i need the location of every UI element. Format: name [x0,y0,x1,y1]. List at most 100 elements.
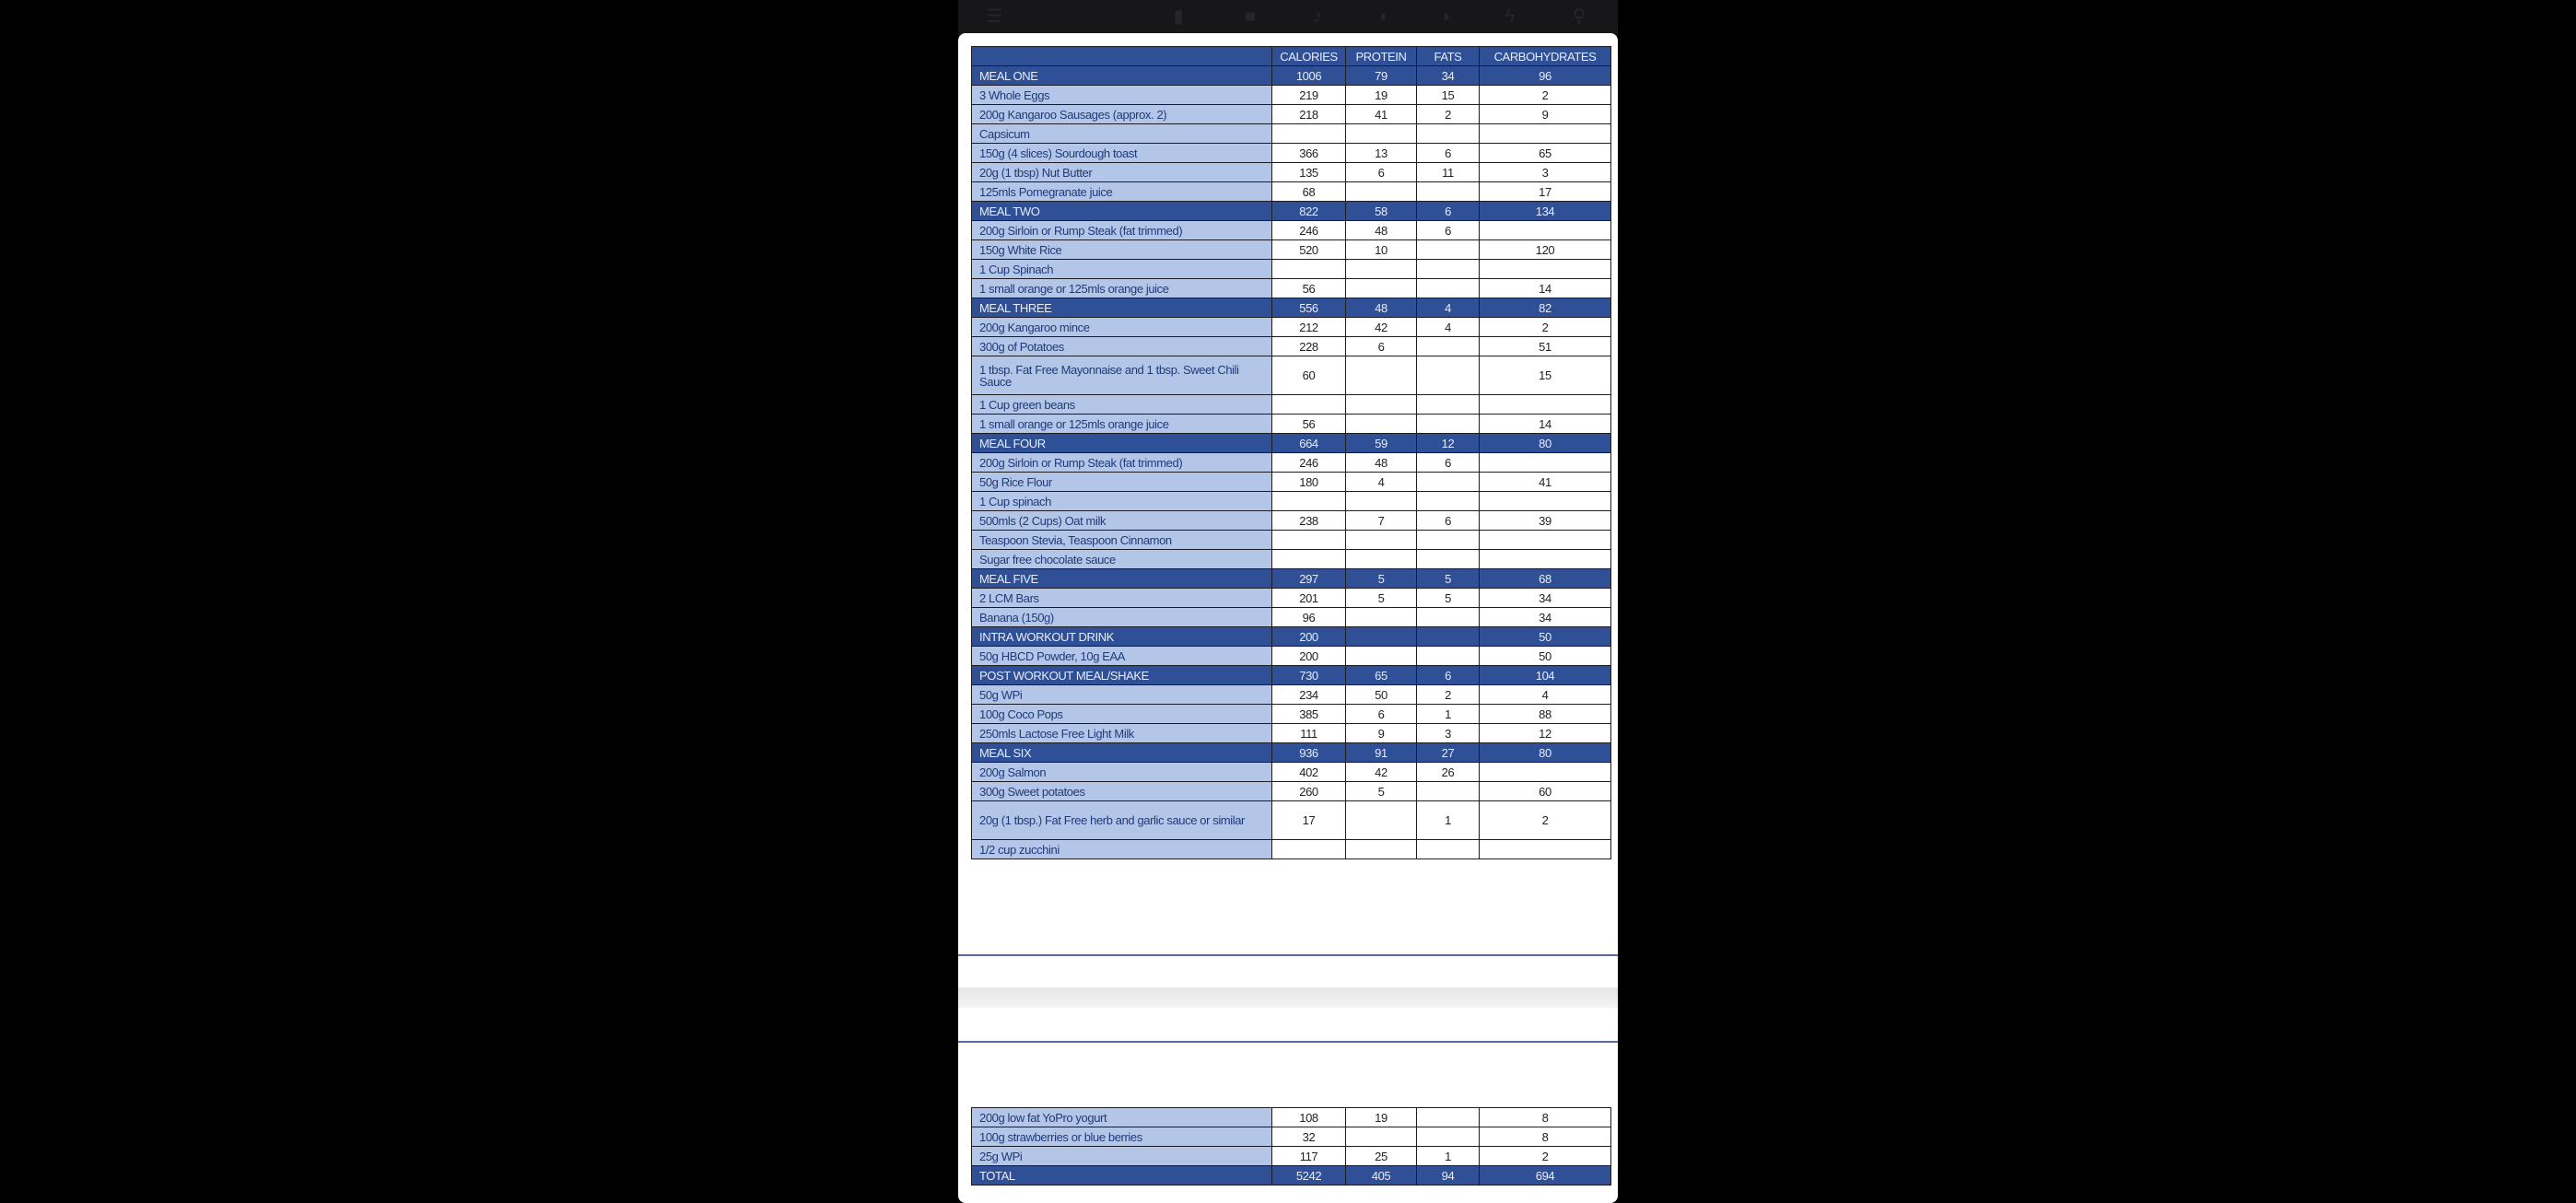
protein-cell: 91 [1345,742,1417,763]
table-row: 200g Sirloin or Rump Steak (fat trimmed)… [971,220,1611,240]
calories-cell: 238 [1271,510,1346,531]
table-row: 500mls (2 Cups) Oat milk 238 7 6 39 [971,510,1611,531]
carbohydrates-cell: 41 [1479,472,1611,492]
fats-cell: 2 [1416,684,1480,705]
calories-cell: 68 [1271,181,1346,202]
bell-icon[interactable]: ♪ [1313,6,1322,27]
food-label: 1 Cup green beans [971,394,1272,415]
food-label: POST WORKOUT MEAL/SHAKE [971,665,1272,685]
carbohydrates-cell [1479,549,1611,569]
fats-cell: 27 [1416,742,1480,763]
meal-total-row: MEAL SIX 936 91 27 80 [971,742,1611,763]
table-row: 150g (4 slices) Sourdough toast 366 13 6 65 [971,143,1611,163]
carbohydrates-cell [1479,491,1611,511]
carbohydrates-cell [1479,394,1611,415]
calories-cell [1271,549,1346,569]
table-row: 25g WPi 117 25 1 2 [971,1146,1611,1166]
carbohydrates-cell [1479,839,1611,859]
search-icon[interactable]: ⚲ [1572,6,1587,27]
nutrition-table-continued: 200g low fat YoPro yogurt 108 19 8 100g stra… [971,1107,1611,1185]
fats-cell [1416,607,1480,627]
protein-cell [1345,646,1417,666]
fats-cell: 1 [1416,1146,1480,1166]
header-label [971,46,1272,66]
page-gap [958,987,1618,1008]
brightness-icon[interactable]: ◑ [1438,6,1451,27]
protein-cell: 6 [1345,162,1417,182]
carbohydrates-cell: 14 [1479,278,1611,298]
protein-cell: 48 [1345,220,1417,240]
menu-icon[interactable]: ☰ [986,6,1002,27]
fats-cell [1416,414,1480,434]
table-row: 50g HBCD Powder, 10g EAA 200 50 [971,646,1611,666]
protein-cell: 4 [1345,472,1417,492]
carbohydrates-cell: 51 [1479,336,1611,356]
carbohydrates-cell [1479,220,1611,240]
fats-cell [1416,839,1480,859]
food-label: Sugar free chocolate sauce [971,549,1272,569]
table-row: 50g Rice Flour 180 4 41 [971,472,1611,492]
fats-cell: 1 [1416,704,1480,724]
protein-cell [1345,1127,1417,1147]
calories-cell: 556 [1271,298,1346,318]
fats-cell: 6 [1416,220,1480,240]
contrast-icon[interactable]: ◐ [1378,6,1391,27]
food-label: Teaspoon Stevia, Teaspoon Cinnamon [971,530,1272,550]
calories-cell: 212 [1271,317,1346,337]
table-row: 50g WPi 234 50 2 4 [971,684,1611,705]
protein-cell: 10 [1345,239,1417,260]
food-label: MEAL TWO [971,201,1272,221]
carbohydrates-cell: 96 [1479,65,1611,86]
protein-cell: 6 [1345,704,1417,724]
food-label: INTRA WORKOUT DRINK [971,626,1272,647]
lightning-icon[interactable]: ϟ [1505,6,1516,27]
protein-cell: 79 [1345,65,1417,86]
calories-cell: 17 [1271,800,1346,840]
calories-cell: 402 [1271,762,1346,782]
protein-cell: 405 [1345,1165,1417,1185]
food-label: 25g WPi [971,1146,1272,1166]
carbohydrates-cell: 9 [1479,104,1611,124]
table-row: 125mls Pomegranate juice 68 17 [971,181,1611,202]
food-label: 20g (1 tbsp.) Fat Free herb and garlic s… [971,800,1272,840]
calories-cell: 200 [1271,646,1346,666]
food-label: 3 Whole Eggs [971,85,1272,105]
carbohydrates-cell [1479,123,1611,144]
table-row: 1/2 cup zucchini [971,839,1611,859]
food-label: 2 LCM Bars [971,588,1272,608]
food-label: 1 Cup Spinach [971,259,1272,279]
table-row: Banana (150g) 96 34 [971,607,1611,627]
calories-cell: 228 [1271,336,1346,356]
page-top-rule [958,1041,1618,1043]
protein-cell [1345,259,1417,279]
food-label: 500mls (2 Cups) Oat milk [971,510,1272,531]
fats-cell: 26 [1416,762,1480,782]
protein-cell [1345,607,1417,627]
fats-cell: 4 [1416,298,1480,318]
document-icon[interactable]: ▮ [1173,6,1184,27]
food-label: 150g White Rice [971,239,1272,260]
table-row: 150g White Rice 520 10 120 [971,239,1611,260]
food-label: 50g HBCD Powder, 10g EAA [971,646,1272,666]
protein-cell [1345,414,1417,434]
protein-cell [1345,626,1417,647]
calories-cell [1271,259,1346,279]
food-label: 250mls Lactose Free Light Milk [971,723,1272,743]
fats-cell [1416,239,1480,260]
meal-total-row: MEAL FOUR 664 59 12 80 [971,433,1611,453]
carbohydrates-cell: 60 [1479,781,1611,801]
carbohydrates-cell: 694 [1479,1165,1611,1185]
bookmark-icon[interactable]: ■ [1244,6,1257,27]
fats-cell: 34 [1416,65,1480,86]
calories-cell: 936 [1271,742,1346,763]
meal-total-row: POST WORKOUT MEAL/SHAKE 730 65 6 104 [971,665,1611,685]
calories-cell: 111 [1271,723,1346,743]
calories-cell: 200 [1271,626,1346,647]
fats-cell: 5 [1416,588,1480,608]
calories-cell: 246 [1271,452,1346,473]
food-label: 200g Kangaroo mince [971,317,1272,337]
fats-cell [1416,356,1480,395]
table-row: 1 Cup spinach [971,491,1611,511]
food-label: 300g of Potatoes [971,336,1272,356]
table-row: 200g Kangaroo Sausages (approx. 2) 218 41 2… [971,104,1611,124]
